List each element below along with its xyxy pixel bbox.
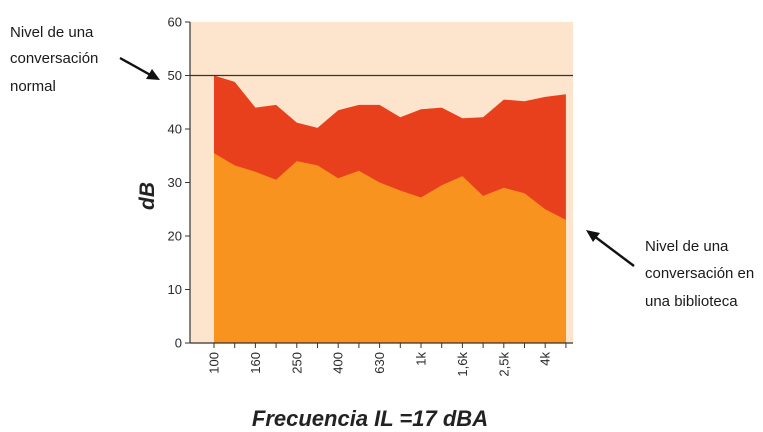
y-tick-label: 50: [168, 68, 182, 83]
arrowhead-icon: [586, 230, 600, 242]
x-tick-label: 1,6k: [455, 352, 470, 377]
annotation-text-line: una biblioteca: [645, 293, 738, 310]
y-tick-label: 40: [168, 122, 182, 137]
x-tick-label: 2,5k: [496, 352, 511, 377]
x-axis: 100 160 250 400 630 1k 1,6k 2,5k 4k: [190, 342, 573, 377]
x-tick-label: 4k: [538, 352, 553, 366]
series-area-1: [214, 153, 566, 343]
y-axis: 0 10 20 30 40 50 60: [168, 15, 191, 351]
arrow-icon: [119, 56, 155, 79]
annotation-text-line: conversación: [10, 50, 98, 67]
arrow-icon: [593, 235, 635, 267]
x-tick-label: 400: [331, 352, 346, 374]
x-tick-label: 250: [289, 352, 304, 374]
y-axis-label: dB: [136, 182, 159, 210]
annotation-text-line: Nivel de una: [645, 238, 729, 255]
annotation-text-line: normal: [10, 78, 56, 95]
annotation-text-line: Nivel de una: [10, 24, 94, 41]
annotation-normal-conversation: Nivel de una conversación normal: [10, 24, 160, 95]
y-tick-label: 10: [168, 282, 182, 297]
y-tick-label: 20: [168, 229, 182, 244]
arrowhead-icon: [146, 69, 160, 80]
series-areas: [214, 75, 566, 343]
x-tick-label: 160: [248, 352, 263, 374]
annotation-text-line: conversación en: [645, 265, 754, 282]
x-tick-label: 100: [207, 352, 222, 374]
annotation-library-conversation: Nivel de una conversación en una bibliot…: [586, 230, 754, 310]
x-tick-label: 630: [372, 352, 387, 374]
y-tick-label: 60: [168, 15, 182, 30]
y-tick-label: 30: [168, 175, 182, 190]
x-axis-title: Frecuencia IL =17 dBA: [252, 406, 488, 431]
y-tick-label: 0: [175, 336, 182, 351]
x-tick-label: 1k: [414, 352, 429, 366]
